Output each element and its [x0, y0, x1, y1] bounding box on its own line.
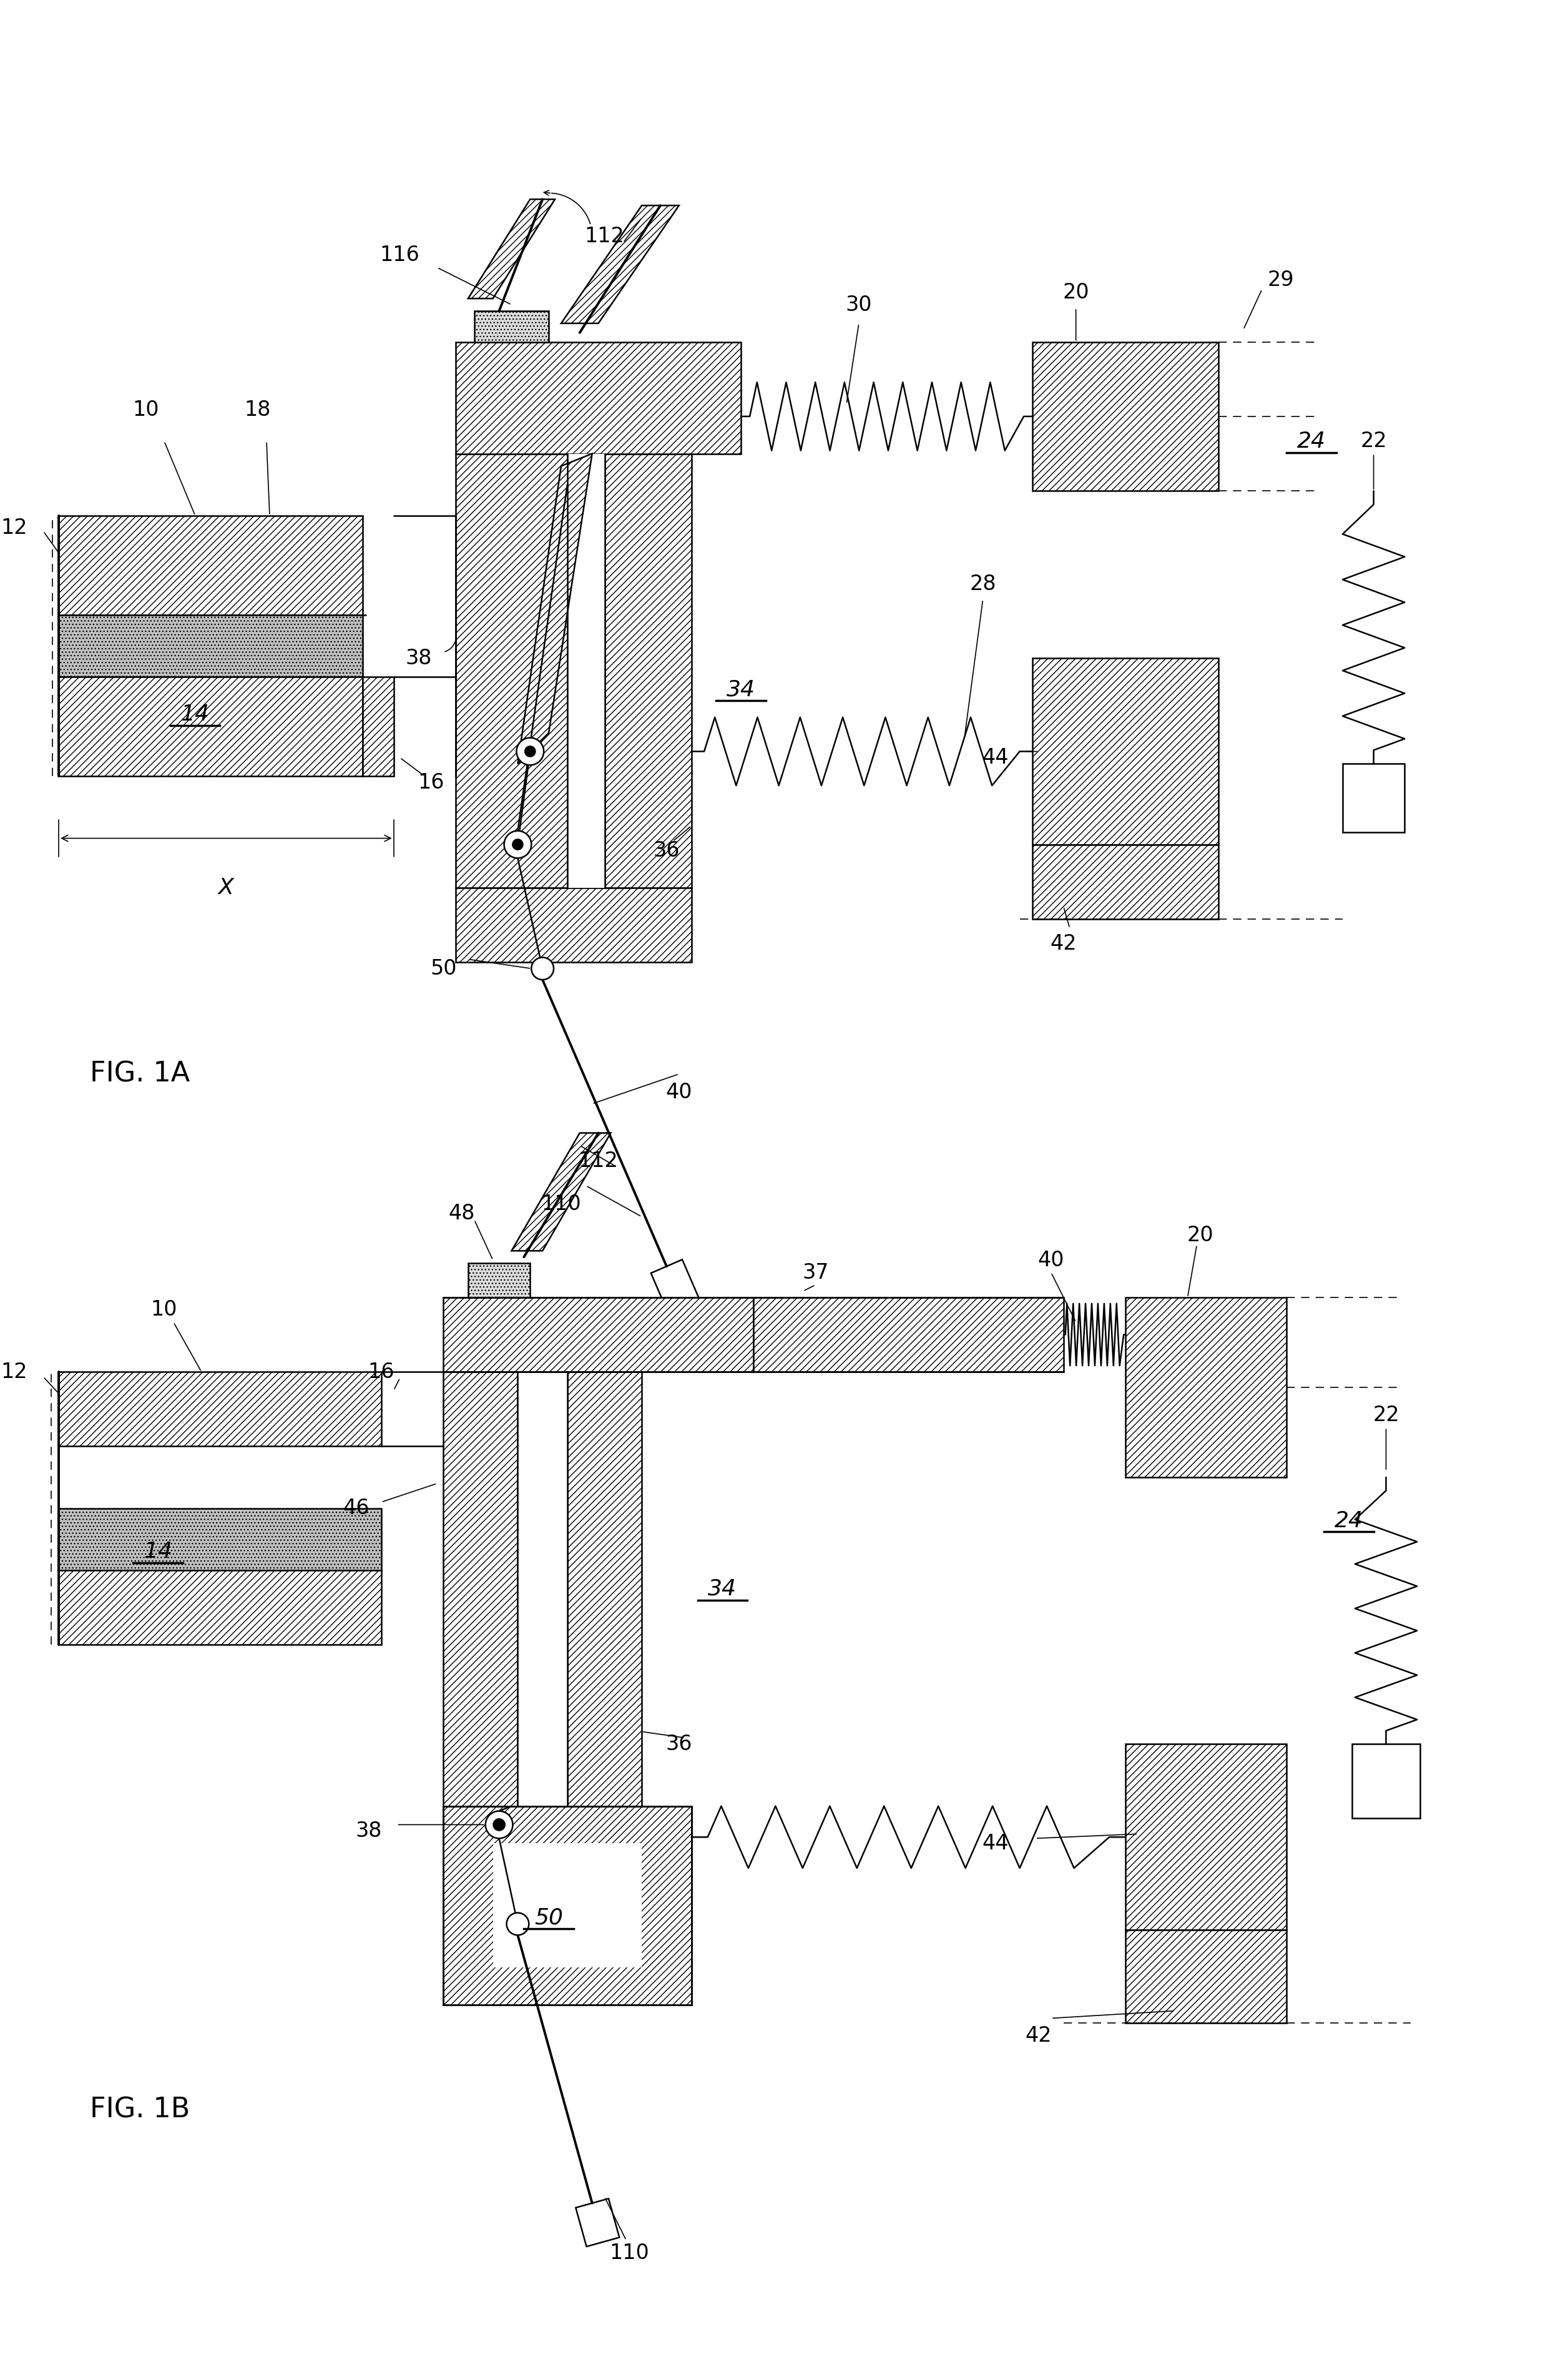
Polygon shape: [753, 1297, 1063, 1371]
Polygon shape: [1352, 1743, 1421, 1819]
Text: FIG. 1B: FIG. 1B: [89, 2097, 190, 2123]
Circle shape: [494, 1819, 505, 1831]
Text: 40: 40: [1038, 1250, 1065, 1271]
Polygon shape: [1126, 1297, 1287, 1478]
Polygon shape: [1126, 1743, 1287, 1931]
Polygon shape: [561, 206, 679, 323]
Polygon shape: [568, 1371, 641, 1805]
Polygon shape: [1032, 844, 1218, 918]
Polygon shape: [362, 676, 394, 776]
Text: 10: 10: [151, 1300, 177, 1321]
Polygon shape: [469, 199, 555, 299]
Polygon shape: [1126, 1931, 1287, 2023]
Text: 42: 42: [1025, 2026, 1052, 2047]
Text: 48: 48: [448, 1203, 475, 1224]
Polygon shape: [568, 453, 605, 887]
Text: 40: 40: [666, 1082, 691, 1103]
Circle shape: [525, 747, 535, 757]
Polygon shape: [444, 1805, 691, 2004]
Text: 22: 22: [1372, 1404, 1399, 1426]
Text: 46: 46: [343, 1499, 370, 1518]
Text: 20: 20: [1187, 1224, 1214, 1245]
Polygon shape: [469, 1264, 530, 1297]
Text: FIG. 1A: FIG. 1A: [89, 1060, 190, 1086]
Text: 36: 36: [666, 1734, 691, 1755]
Text: 30: 30: [845, 294, 872, 315]
Polygon shape: [456, 453, 568, 887]
Polygon shape: [517, 453, 593, 764]
Circle shape: [486, 1812, 513, 1838]
Text: 110: 110: [541, 1193, 582, 1214]
Polygon shape: [1032, 342, 1218, 491]
Circle shape: [532, 958, 554, 980]
Text: 16: 16: [368, 1362, 395, 1383]
Text: 36: 36: [654, 840, 681, 861]
Text: 10: 10: [132, 401, 158, 420]
Text: 112: 112: [585, 225, 624, 247]
Circle shape: [516, 738, 544, 766]
Text: 110: 110: [610, 2242, 649, 2263]
Text: X: X: [218, 878, 234, 899]
Polygon shape: [517, 1371, 568, 1805]
Text: 12: 12: [2, 517, 28, 538]
Text: 38: 38: [405, 648, 431, 669]
Text: 112: 112: [579, 1150, 618, 1172]
Polygon shape: [1032, 659, 1218, 844]
Text: 34: 34: [726, 678, 756, 700]
Circle shape: [513, 840, 522, 849]
Circle shape: [506, 1912, 528, 1936]
Polygon shape: [456, 342, 742, 453]
Polygon shape: [456, 887, 691, 963]
Text: 29: 29: [1267, 270, 1294, 289]
Text: 14: 14: [144, 1542, 172, 1563]
Text: 34: 34: [709, 1577, 737, 1599]
Polygon shape: [444, 1371, 517, 1805]
Polygon shape: [1342, 764, 1405, 833]
Text: 18: 18: [245, 401, 270, 420]
Polygon shape: [58, 1371, 381, 1447]
Text: 42: 42: [1051, 935, 1077, 954]
Polygon shape: [58, 1570, 381, 1644]
Text: 28: 28: [969, 574, 996, 595]
Text: 50: 50: [535, 1907, 563, 1928]
Polygon shape: [511, 1134, 612, 1250]
Text: 22: 22: [1361, 432, 1388, 451]
Text: 12: 12: [2, 1362, 28, 1383]
Polygon shape: [605, 453, 691, 887]
Text: 20: 20: [1063, 282, 1090, 304]
Text: 50: 50: [430, 958, 456, 980]
Text: 37: 37: [803, 1262, 828, 1283]
Text: 116: 116: [379, 244, 420, 266]
Text: 44: 44: [982, 747, 1008, 769]
Text: 14: 14: [180, 704, 210, 726]
Polygon shape: [651, 1260, 701, 1316]
Polygon shape: [58, 515, 362, 614]
Text: 38: 38: [356, 1822, 383, 1841]
Text: 24: 24: [1334, 1511, 1363, 1532]
Text: 24: 24: [1297, 432, 1327, 451]
Text: 16: 16: [417, 773, 444, 792]
Polygon shape: [474, 311, 549, 342]
Polygon shape: [58, 614, 362, 676]
Polygon shape: [58, 676, 362, 776]
Text: 44: 44: [982, 1834, 1008, 1853]
Polygon shape: [575, 2199, 619, 2246]
Polygon shape: [58, 1509, 381, 1570]
Polygon shape: [492, 1843, 641, 1966]
Polygon shape: [444, 1297, 753, 1371]
Circle shape: [503, 830, 532, 859]
